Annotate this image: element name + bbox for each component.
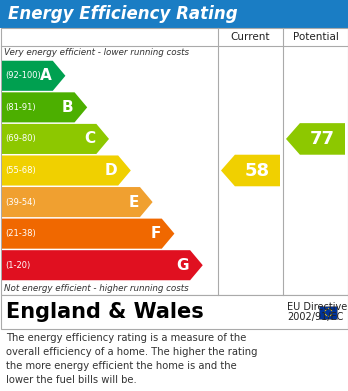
- Text: G: G: [177, 258, 189, 273]
- Text: (39-54): (39-54): [5, 197, 35, 206]
- Text: (81-91): (81-91): [5, 103, 35, 112]
- Text: 58: 58: [245, 161, 270, 179]
- Polygon shape: [2, 124, 109, 154]
- Polygon shape: [2, 156, 131, 186]
- Text: (1-20): (1-20): [5, 261, 30, 270]
- Bar: [0, 295, 348, 329]
- Polygon shape: [2, 250, 203, 280]
- Polygon shape: [2, 187, 153, 217]
- Text: F: F: [150, 226, 161, 241]
- Text: (55-68): (55-68): [5, 166, 36, 175]
- Text: the more energy efficient the home is and the: the more energy efficient the home is an…: [6, 361, 237, 371]
- Text: E: E: [129, 195, 139, 210]
- Text: B: B: [62, 100, 73, 115]
- Text: Potential: Potential: [293, 32, 339, 42]
- Polygon shape: [2, 92, 87, 122]
- Text: C: C: [84, 131, 95, 146]
- Text: Very energy efficient - lower running costs: Very energy efficient - lower running co…: [4, 48, 189, 57]
- Text: A: A: [40, 68, 52, 83]
- Polygon shape: [286, 123, 345, 155]
- Bar: [319, 305, 337, 319]
- Bar: [0, 0, 348, 28]
- Text: Current: Current: [231, 32, 270, 42]
- Text: 77: 77: [310, 130, 335, 148]
- Text: Not energy efficient - higher running costs: Not energy efficient - higher running co…: [4, 284, 189, 293]
- Text: England & Wales: England & Wales: [6, 302, 204, 322]
- Text: lower the fuel bills will be.: lower the fuel bills will be.: [6, 375, 137, 385]
- Polygon shape: [221, 155, 280, 186]
- Text: (21-38): (21-38): [5, 229, 36, 238]
- Text: (69-80): (69-80): [5, 135, 36, 143]
- Text: The energy efficiency rating is a measure of the: The energy efficiency rating is a measur…: [6, 333, 246, 343]
- Text: Energy Efficiency Rating: Energy Efficiency Rating: [8, 5, 238, 23]
- Text: EU Directive: EU Directive: [287, 302, 347, 312]
- Bar: [0, 28, 348, 295]
- Polygon shape: [2, 219, 174, 249]
- Polygon shape: [2, 61, 65, 91]
- Text: 2002/91/EC: 2002/91/EC: [287, 312, 343, 322]
- Text: (92-100): (92-100): [5, 71, 41, 80]
- Text: overall efficiency of a home. The higher the rating: overall efficiency of a home. The higher…: [6, 347, 258, 357]
- Text: D: D: [104, 163, 117, 178]
